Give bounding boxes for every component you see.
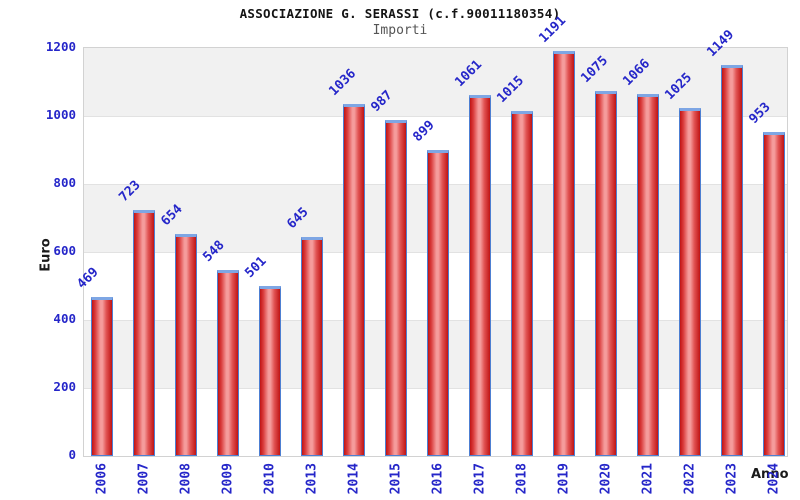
x-tick-label: 2019 xyxy=(556,463,572,495)
x-tick-label: 2015 xyxy=(388,463,404,495)
chart-title: ASSOCIAZIONE G. SERASSI (c.f.90011180354… xyxy=(239,6,561,21)
y-tick-label: 400 xyxy=(53,311,76,326)
x-tick-label: 2022 xyxy=(682,463,698,495)
y-tick-label: 0 xyxy=(68,447,76,462)
bar-2019 xyxy=(553,51,575,456)
plot-band xyxy=(84,48,787,116)
bar-2024 xyxy=(763,131,785,456)
bar-2007 xyxy=(133,210,155,456)
bar-2018 xyxy=(511,110,533,456)
bar-2008 xyxy=(175,233,197,456)
bar-2006 xyxy=(91,296,113,456)
y-tick-label: 800 xyxy=(53,175,76,190)
bar-2022 xyxy=(679,107,701,456)
bar-2021 xyxy=(637,93,659,456)
x-tick-label: 2014 xyxy=(346,463,362,495)
y-tick-label: 200 xyxy=(53,379,76,394)
bar-2023 xyxy=(721,65,743,456)
x-tick-label: 2018 xyxy=(514,463,530,495)
bar-2013 xyxy=(301,236,323,456)
x-axis-label: Anno xyxy=(751,467,789,482)
x-tick-label: 2020 xyxy=(598,463,614,495)
y-tick-label: 1200 xyxy=(45,39,76,54)
bar-2015 xyxy=(385,120,407,456)
x-tick-label: 2010 xyxy=(262,463,278,495)
x-tick-label: 2024 xyxy=(766,463,782,495)
y-tick-label: 600 xyxy=(53,243,76,258)
bar-2009 xyxy=(217,269,239,456)
x-tick-label: 2021 xyxy=(640,463,656,495)
x-tick-label: 2016 xyxy=(430,463,446,495)
bar-2010 xyxy=(259,285,281,456)
gridline xyxy=(84,115,787,117)
x-tick-label: 2023 xyxy=(724,463,740,495)
x-tick-label: 2008 xyxy=(178,463,194,495)
plot-area: 469 2006 723 2007 654 2008 548 2009 501 2010 645 20… xyxy=(74,13,788,494)
bar-2014 xyxy=(343,103,365,456)
x-tick-label: 2006 xyxy=(94,463,110,495)
x-tick-label: 2009 xyxy=(220,463,236,495)
bar-2016 xyxy=(427,150,449,456)
bar-2017 xyxy=(469,95,491,456)
x-tick-label: 2017 xyxy=(472,463,488,495)
bar-2020 xyxy=(595,90,617,456)
x-tick-label: 2007 xyxy=(136,463,152,495)
y-tick-label: 1000 xyxy=(45,107,76,122)
chart-subtitle: Importi xyxy=(372,23,428,38)
x-tick-label: 2013 xyxy=(304,463,320,495)
